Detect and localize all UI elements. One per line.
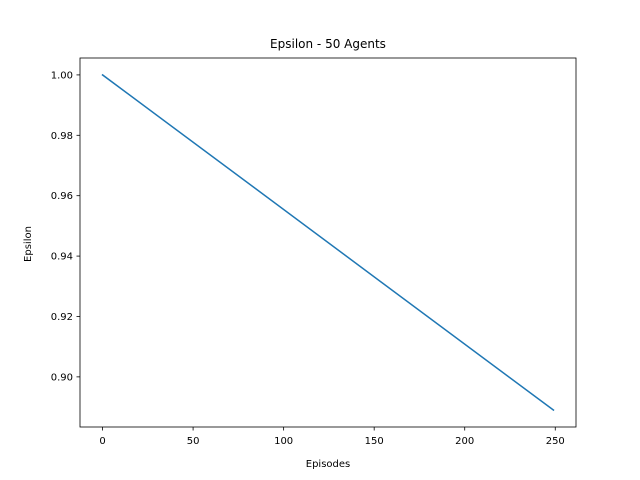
x-axis-label: Episodes (306, 459, 350, 470)
y-axis-label: Epsilon (23, 226, 34, 262)
x-tick-label: 250 (546, 436, 565, 447)
y-tick-label: 0.98 (51, 131, 73, 142)
x-tick-label: 150 (365, 436, 384, 447)
x-tick-label: 50 (187, 436, 200, 447)
plot-area (101, 73, 555, 412)
series-line-0 (101, 73, 555, 412)
y-tick-label: 0.94 (51, 252, 73, 263)
y-tick-label: 1.00 (51, 70, 73, 81)
y-tick-label: 0.90 (51, 372, 73, 383)
plot-frame (79, 57, 577, 428)
x-tick-label: 100 (274, 436, 293, 447)
chart-title: Epsilon - 50 Agents (270, 37, 386, 51)
x-axis-ticks: 0 50 100 150 200 250 (99, 427, 565, 447)
y-tick-label: 0.96 (51, 191, 73, 202)
y-axis-ticks: 0.90 0.92 0.94 0.96 0.98 1.00 (51, 70, 80, 383)
x-tick-label: 200 (455, 436, 474, 447)
y-tick-label: 0.92 (51, 312, 73, 323)
x-tick-label: 0 (99, 436, 105, 447)
